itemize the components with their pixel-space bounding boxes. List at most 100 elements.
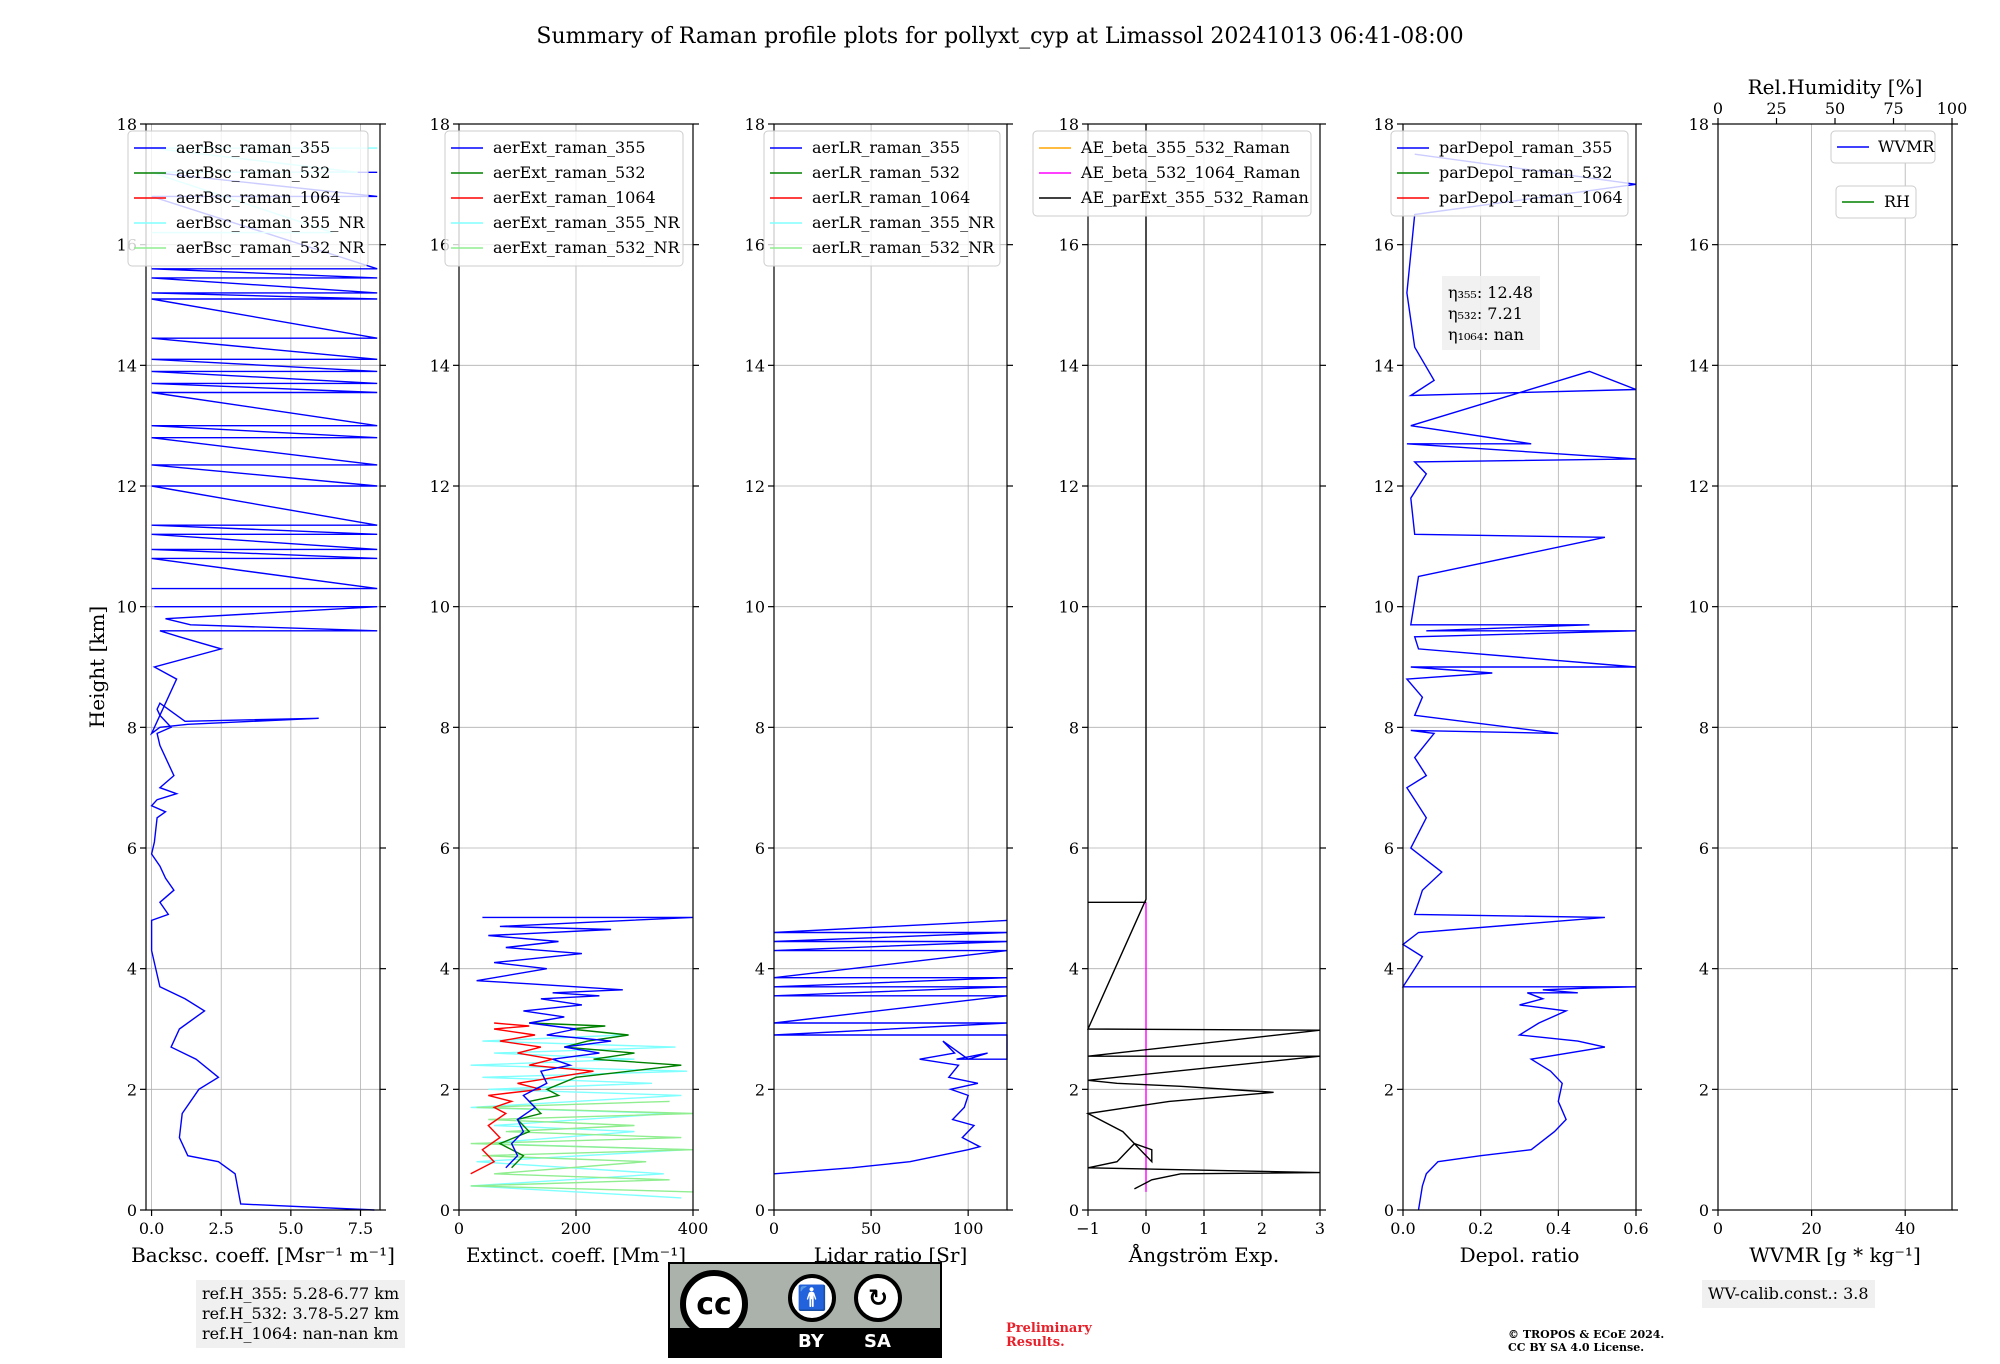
legend-entry: aerExt_raman_1064 bbox=[493, 188, 656, 207]
cc-logo-icon: cc bbox=[680, 1270, 748, 1338]
legend-entry: aerExt_raman_355 bbox=[493, 138, 646, 157]
x-tick-label: 0.0 bbox=[139, 1219, 164, 1238]
y-tick-label: 10 bbox=[1059, 598, 1079, 617]
top-axis-label: Rel.Humidity [%] bbox=[1748, 75, 1923, 99]
preliminary-results-note: Preliminary Results. bbox=[1006, 1322, 1092, 1350]
top-x-tick-label: 75 bbox=[1883, 99, 1903, 118]
x-tick-label: 0.0 bbox=[1390, 1219, 1415, 1238]
y-tick-label: 8 bbox=[440, 718, 450, 737]
x-tick-label: 200 bbox=[561, 1219, 592, 1238]
panel-depol: 0 2 4 6 8 10 12 14 16 18 0.0 0.2 0.4 0.6 Depol. ratio p… bbox=[1374, 115, 1649, 1267]
legend-entry: aerBsc_raman_1064 bbox=[176, 188, 341, 207]
y-tick-label: 12 bbox=[117, 477, 137, 496]
copyright-line-2: CC BY SA 4.0 License. bbox=[1508, 1341, 1645, 1354]
x-tick-label: 0 bbox=[769, 1219, 779, 1238]
y-tick-label: 10 bbox=[117, 598, 137, 617]
legend-entry: aerLR_raman_1064 bbox=[812, 188, 970, 207]
series-line-aerExt_raman_1064 bbox=[470, 1022, 594, 1175]
cc-sa-label: SA bbox=[864, 1331, 891, 1352]
legend-entry: aerExt_raman_532 bbox=[493, 163, 646, 182]
y-tick-label: 14 bbox=[117, 356, 137, 375]
y-tick-label: 4 bbox=[127, 960, 137, 979]
ref-h-532: ref.H_532: 3.78-5.27 km bbox=[202, 1304, 400, 1323]
x-tick-label: 2 bbox=[1257, 1219, 1267, 1238]
legend-entry: AE_beta_355_532_Raman bbox=[1080, 138, 1290, 157]
y-tick-label: 16 bbox=[1374, 236, 1394, 255]
cc-by-sa-badge: cc 🚹 ↻ BY SA bbox=[668, 1262, 942, 1358]
y-tick-label: 10 bbox=[1689, 598, 1709, 617]
x-tick-label: 0.4 bbox=[1546, 1219, 1571, 1238]
legend-entry: aerBsc_raman_532 bbox=[176, 163, 330, 182]
copyright-note: © TROPOS & ECoE 2024. CC BY SA 4.0 Licen… bbox=[1508, 1328, 1664, 1354]
x-tick-label: 0.6 bbox=[1623, 1219, 1648, 1238]
annotation-box bbox=[1442, 276, 1540, 350]
x-tick-label: 0 bbox=[454, 1219, 464, 1238]
y-tick-label: 2 bbox=[755, 1080, 765, 1099]
y-tick-label: 12 bbox=[1689, 477, 1709, 496]
figure-title: Summary of Raman profile plots for polly… bbox=[536, 24, 1463, 49]
y-tick-label: 4 bbox=[755, 960, 765, 979]
series-line-aerLR_raman_355 bbox=[773, 919, 1008, 1175]
y-tick-label: 18 bbox=[1689, 115, 1709, 134]
axes-frame bbox=[1402, 123, 1637, 1211]
y-tick-label: 10 bbox=[1374, 598, 1394, 617]
wv-calib-const: WV-calib.const.: 3.8 bbox=[1708, 1284, 1869, 1303]
y-tick-label: 14 bbox=[1374, 356, 1394, 375]
x-tick-label: 40 bbox=[1895, 1219, 1915, 1238]
y-tick-label: 2 bbox=[1384, 1080, 1394, 1099]
reference-height-box: ref.H_355: 5.28-6.77 km ref.H_532: 3.78-… bbox=[196, 1280, 406, 1348]
wv-calibration-box: WV-calib.const.: 3.8 bbox=[1702, 1280, 1875, 1308]
y-tick-label: 14 bbox=[745, 356, 765, 375]
x-tick-label: 20 bbox=[1801, 1219, 1821, 1238]
x-tick-label: 400 bbox=[678, 1219, 709, 1238]
y-tick-label: 4 bbox=[1069, 960, 1079, 979]
legend-entry: aerLR_raman_355_NR bbox=[812, 213, 995, 232]
y-tick-label: 16 bbox=[745, 236, 765, 255]
series-line-AE_parExt_355_532_Raman bbox=[1085, 124, 1321, 1190]
y-tick-label: 4 bbox=[1384, 960, 1394, 979]
top-x-tick-label: 100 bbox=[1937, 99, 1968, 118]
x-tick-label: 0.2 bbox=[1468, 1219, 1493, 1238]
legend-frame bbox=[1032, 130, 1312, 217]
axes-frame bbox=[1717, 123, 1953, 1211]
y-tick-label: 6 bbox=[755, 839, 765, 858]
legend-entry: AE_beta_532_1064_Raman bbox=[1080, 163, 1300, 182]
legend-entry: aerExt_raman_355_NR bbox=[493, 213, 681, 232]
x-axis-label: Backsc. coeff. [Msr⁻¹ m⁻¹] bbox=[131, 1243, 395, 1267]
y-tick-label: 18 bbox=[745, 115, 765, 134]
ref-h-355: ref.H_355: 5.28-6.77 km bbox=[202, 1284, 400, 1303]
y-tick-label: 0 bbox=[127, 1201, 137, 1220]
legend-frame bbox=[127, 130, 369, 267]
y-tick-label: 0 bbox=[1699, 1201, 1709, 1220]
legend-frame bbox=[1830, 130, 1936, 164]
y-tick-label: 4 bbox=[440, 960, 450, 979]
x-tick-label: 5.0 bbox=[278, 1219, 303, 1238]
legend-entry: AE_parExt_355_532_Raman bbox=[1080, 188, 1309, 207]
legend-entry: parDepol_raman_355 bbox=[1439, 138, 1612, 157]
legend-entry: aerExt_raman_532_NR bbox=[493, 238, 681, 257]
series-line-aerExt_raman_355 bbox=[476, 916, 694, 1169]
y-tick-label: 18 bbox=[1374, 115, 1394, 134]
y-tick-label: 6 bbox=[440, 839, 450, 858]
legend-bsc: aerBsc_raman_355 aerBsc_raman_532 aerBsc_r… bbox=[127, 130, 369, 267]
x-axis-label: Ångström Exp. bbox=[1128, 1242, 1279, 1267]
x-axis-label: Depol. ratio bbox=[1460, 1243, 1580, 1267]
axes-frame bbox=[773, 123, 1008, 1211]
x-axis-label: WVMR [g * kg⁻¹] bbox=[1749, 1243, 1921, 1267]
y-tick-label: 0 bbox=[755, 1201, 765, 1220]
y-tick-label: 12 bbox=[1059, 477, 1079, 496]
series-line-aerBsc_raman_355 bbox=[151, 171, 378, 590]
y-axis-label: Height [km] bbox=[85, 606, 109, 728]
x-tick-label: 0 bbox=[1713, 1219, 1723, 1238]
y-tick-label: 8 bbox=[1384, 718, 1394, 737]
annotation-line: η₃₅₅: 12.48 bbox=[1448, 283, 1533, 302]
annotation-line: η₅₃₂: 7.21 bbox=[1448, 304, 1523, 323]
y-tick-label: 0 bbox=[440, 1201, 450, 1220]
legend-entry: parDepol_raman_1064 bbox=[1439, 188, 1623, 207]
